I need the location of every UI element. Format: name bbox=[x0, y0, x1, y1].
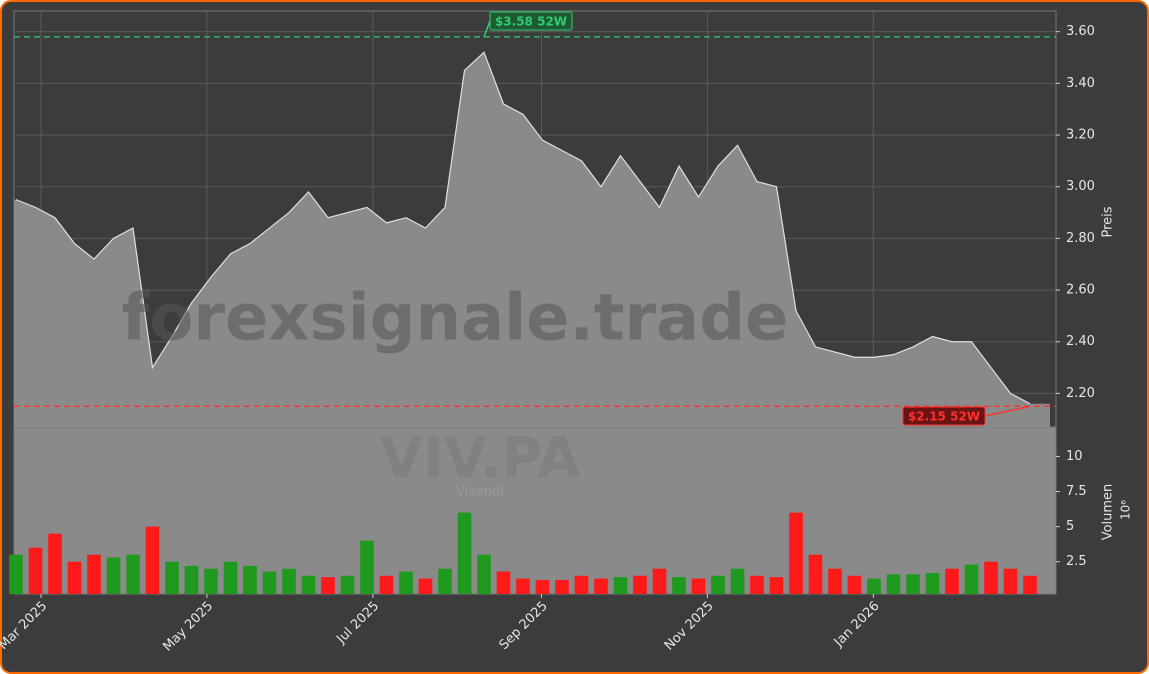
y-tick-label: 2.80 bbox=[1066, 231, 1095, 246]
volume-bar bbox=[438, 568, 452, 594]
volume-bar bbox=[847, 575, 862, 594]
y-tick-label: 2.20 bbox=[1066, 386, 1095, 401]
volume-bar bbox=[360, 540, 374, 594]
volume-bar bbox=[106, 557, 121, 594]
volume-bar bbox=[633, 575, 647, 594]
volume-bar bbox=[165, 561, 179, 594]
volume-bar bbox=[28, 547, 43, 594]
volume-bar bbox=[9, 554, 23, 594]
volume-bar bbox=[301, 575, 316, 594]
price-axis-label: Preis bbox=[1101, 206, 1116, 237]
volume-bar bbox=[1003, 568, 1018, 594]
volume-bar bbox=[594, 578, 608, 594]
volume-bar bbox=[418, 578, 433, 594]
volume-bar bbox=[262, 571, 277, 594]
y-tick-label: 10 bbox=[1066, 449, 1083, 464]
company-watermark: Vivendi bbox=[456, 485, 504, 500]
volume-bar bbox=[87, 554, 101, 594]
y-tick-label: 3.40 bbox=[1066, 76, 1095, 91]
volume-bar bbox=[867, 578, 881, 594]
y-tick-label: 7.5 bbox=[1066, 484, 1087, 499]
volume-bar bbox=[945, 568, 959, 594]
volume-bar bbox=[282, 568, 296, 594]
volume-bar bbox=[126, 554, 140, 594]
annotation-arrow bbox=[984, 405, 1031, 417]
price-line bbox=[15, 51, 1031, 405]
volume-bar bbox=[145, 526, 160, 594]
volume-bar bbox=[574, 575, 589, 594]
volume-bar bbox=[496, 571, 511, 594]
volume-bar bbox=[886, 574, 901, 594]
price-area bbox=[14, 52, 1050, 427]
volume-bar bbox=[477, 554, 491, 594]
volume-bar bbox=[340, 575, 355, 594]
volume-bar bbox=[964, 564, 979, 594]
volume-bar bbox=[379, 575, 394, 594]
volume-bar bbox=[399, 571, 413, 594]
volume-bar bbox=[48, 533, 62, 594]
annotation-box bbox=[489, 11, 573, 31]
volume-bar bbox=[652, 568, 667, 594]
volume-bar bbox=[691, 578, 706, 594]
ticker-watermark: VIV.PA bbox=[380, 426, 581, 491]
volume-bar bbox=[789, 512, 803, 594]
watermark: forexsignale.trade bbox=[122, 282, 789, 356]
y-tick-label: 3.00 bbox=[1066, 179, 1095, 194]
volume-bar bbox=[750, 575, 764, 594]
volume-bar bbox=[672, 577, 686, 594]
volume-bar bbox=[516, 578, 530, 594]
volume-bar bbox=[925, 572, 940, 594]
annotation-box bbox=[902, 406, 986, 426]
y-tick-label: 5 bbox=[1066, 519, 1074, 534]
volume-bar bbox=[769, 577, 784, 594]
volume-bar bbox=[906, 574, 920, 594]
volume-bar bbox=[984, 561, 998, 594]
volume-bar bbox=[828, 568, 842, 594]
annotation-label: $3.58 52W bbox=[495, 15, 567, 29]
annotation-arrow bbox=[483, 20, 491, 38]
y-tick-label: 2.5 bbox=[1066, 554, 1087, 569]
y-tick-label: 2.60 bbox=[1066, 283, 1095, 298]
volume-bar bbox=[457, 512, 472, 594]
volume-bar bbox=[184, 565, 199, 594]
volume-bar bbox=[67, 561, 82, 594]
volume-bar bbox=[204, 568, 218, 594]
volume-bar bbox=[808, 554, 823, 594]
volume-bar bbox=[613, 577, 628, 594]
volume-bar bbox=[711, 575, 725, 594]
volume-bar bbox=[535, 579, 550, 594]
volume-bar bbox=[321, 577, 335, 594]
y-tick-label: 3.20 bbox=[1066, 128, 1095, 143]
plot: $3.58 52W $2.15 52W bbox=[9, 11, 1056, 594]
volume-bar bbox=[243, 565, 257, 594]
y-tick-label: 2.40 bbox=[1066, 334, 1095, 349]
volume-scale-label: 10⁶ bbox=[1119, 500, 1133, 520]
volume-bar bbox=[1023, 575, 1037, 594]
volume-axis-label: Volumen bbox=[1101, 484, 1116, 541]
volume-bar bbox=[223, 561, 238, 594]
volume-bar bbox=[730, 568, 745, 594]
annotation-label: $2.15 52W bbox=[908, 410, 980, 424]
volume-bar bbox=[555, 579, 569, 594]
y-tick-label: 3.60 bbox=[1066, 24, 1095, 39]
